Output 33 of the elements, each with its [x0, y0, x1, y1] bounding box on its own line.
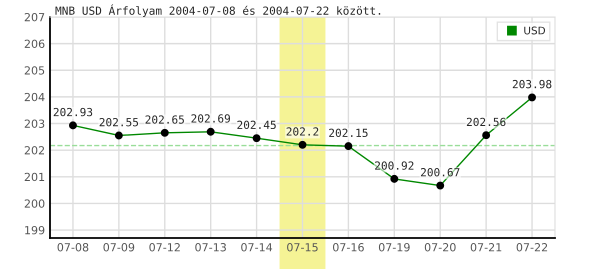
- data-label: 202.93: [54, 108, 92, 116]
- x-tick-label: 07-08: [58, 243, 88, 252]
- data-label: 202.15: [329, 128, 368, 138]
- y-tick-label: 202: [24, 146, 44, 155]
- x-tick-label: 07-16: [333, 243, 364, 252]
- x-tick-label: 07-12: [149, 243, 180, 252]
- y-tick-label: 203: [24, 119, 44, 128]
- data-label: 202.69: [191, 114, 230, 123]
- data-label: 202.55: [100, 118, 138, 126]
- x-tick-label: 07-14: [241, 243, 272, 252]
- data-label: 203.98: [512, 80, 552, 88]
- y-tick-label: 205: [24, 66, 44, 75]
- x-tick-label: 07-21: [470, 243, 502, 252]
- x-tick-label: 07-15: [287, 243, 318, 252]
- x-tick-label: 07-09: [103, 243, 134, 252]
- y-tick-label: 204: [24, 92, 45, 102]
- data-label: 202.65: [146, 115, 184, 124]
- chart-title: MNB USD Árfolyam 2004-07-08 és 2004-07-22 között.: [56, 4, 380, 17]
- data-label: 200.92: [375, 161, 414, 170]
- y-tick-label: 200: [24, 199, 44, 208]
- y-tick-label: 201: [24, 172, 44, 182]
- x-tick-label: 07-20: [424, 243, 456, 252]
- data-label: 200.67: [420, 168, 460, 176]
- x-tick-label: 07-13: [195, 243, 226, 252]
- data-label: 202.2: [286, 127, 318, 136]
- legend-label: USD: [524, 26, 546, 34]
- x-tick-label: 07-22: [516, 243, 548, 252]
- data-label: 202.56: [466, 118, 506, 126]
- y-tick-label: 199: [25, 226, 44, 234]
- data-label: 202.45: [237, 120, 276, 130]
- y-tick-label: 206: [24, 40, 44, 48]
- y-tick-label: 207: [24, 12, 44, 22]
- x-tick-label: 07-19: [378, 243, 410, 252]
